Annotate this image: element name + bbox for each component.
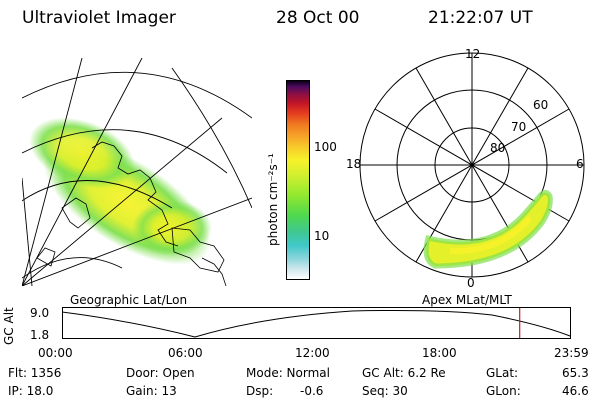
mlt-label-12: 12 [465,47,481,61]
colorbar-unit-label: photon cm⁻²s⁻¹ [266,153,280,246]
door-status: Door: Open [126,366,195,380]
mlat-label-80: 80 [490,141,506,155]
glat-value: 65.3 [562,366,589,380]
mlt-label-0: 0 [467,276,475,290]
glon-value: 46.6 [562,384,589,398]
orbit-ytick-1-8: 1.8 [30,328,50,342]
orbit-ytick-9: 9.0 [30,306,50,320]
flight-number: Flt: 1356 [8,366,62,380]
dsp-label: Dsp: [246,384,274,398]
sequence-number: Seq: 30 [362,384,408,398]
color-scale-bar [286,80,310,280]
polar-plot-label: Apex MLat/MLT [422,293,512,307]
ip-value: IP: 18.0 [8,384,54,398]
app-title: Ultraviolet Imager [22,8,176,28]
orbit-ylabel: GC Alt [2,307,16,345]
mlat-label-70: 70 [511,120,527,134]
orbit-xtick-0600: 06:00 [168,346,203,360]
glat-label: GLat: [486,366,519,380]
glon-label: GLon: [486,384,521,398]
mlt-label-18: 18 [346,157,362,171]
gain-value: Gain: 13 [126,384,177,398]
colorbar-tick-10: 10 [314,229,330,243]
observation-date: 28 Oct 00 [276,8,360,28]
observation-time: 21:22:07 UT [428,8,533,28]
mode-status: Mode: Normal [246,366,330,380]
orbit-xtick-1200: 12:00 [295,346,330,360]
altitude-curve [62,310,571,338]
dsp-value: -0.6 [300,384,324,398]
orbit-xtick-0000: 00:00 [38,346,73,360]
mlat-label-60: 60 [533,98,549,112]
orbit-xtick-1800: 18:00 [422,346,457,360]
geographic-map [22,58,252,286]
colorbar-tick-100: 100 [314,140,337,154]
polar-mlat-mlt-plot [359,52,585,278]
aurora-emission [29,117,212,265]
gc-altitude: GC Alt: 6.2 Re [362,366,446,380]
orbit-xtick-2359: 23:59 [554,346,589,360]
mlt-label-6: 6 [576,157,584,171]
aurora-oval-arc [423,190,553,269]
geographic-map-label: Geographic Lat/Lon [70,293,188,307]
orbit-altitude-plot [62,307,571,339]
